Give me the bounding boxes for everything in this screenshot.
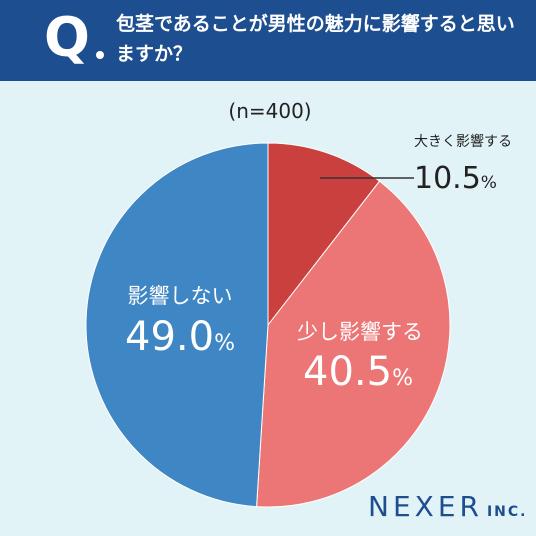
slice-label-no-impact: 影響しない: [128, 284, 233, 308]
value-number: 49.0: [125, 314, 214, 360]
q-mark: Q: [44, 6, 90, 69]
question-header: Q 包茎であることが男性の魅力に影響すると思いますか？: [0, 0, 536, 81]
logo-main: NEXER: [368, 490, 483, 523]
pie-slices: [85, 142, 451, 508]
company-logo: NEXER INC.: [368, 490, 528, 523]
slice-some-impact: [256, 180, 451, 508]
slice-value-some-impact: 40.5%: [303, 349, 413, 395]
value-unit: %: [392, 366, 413, 391]
value-unit: %: [481, 173, 497, 193]
logo-sub: INC.: [486, 504, 528, 520]
slice-label-some-impact: 少し影響する: [297, 320, 423, 344]
value-unit: %: [214, 331, 235, 356]
value-number: 40.5: [303, 349, 392, 395]
pie-chart: (n=400) 大きく影響する 10.5% 少し影響する 40.5% 影響しない…: [85, 99, 512, 508]
slice-label-large-impact: 大きく影響する: [414, 133, 512, 150]
q-dot: [96, 51, 104, 59]
slice-value-large-impact: 10.5%: [414, 161, 497, 196]
question-text: 包茎であることが男性の魅力に影響すると思いますか？: [116, 13, 515, 65]
value-number: 10.5: [414, 161, 481, 196]
slice-value-no-impact: 49.0%: [125, 314, 235, 360]
sample-size-label: (n=400): [228, 99, 311, 123]
slice-no-impact: [85, 142, 269, 508]
